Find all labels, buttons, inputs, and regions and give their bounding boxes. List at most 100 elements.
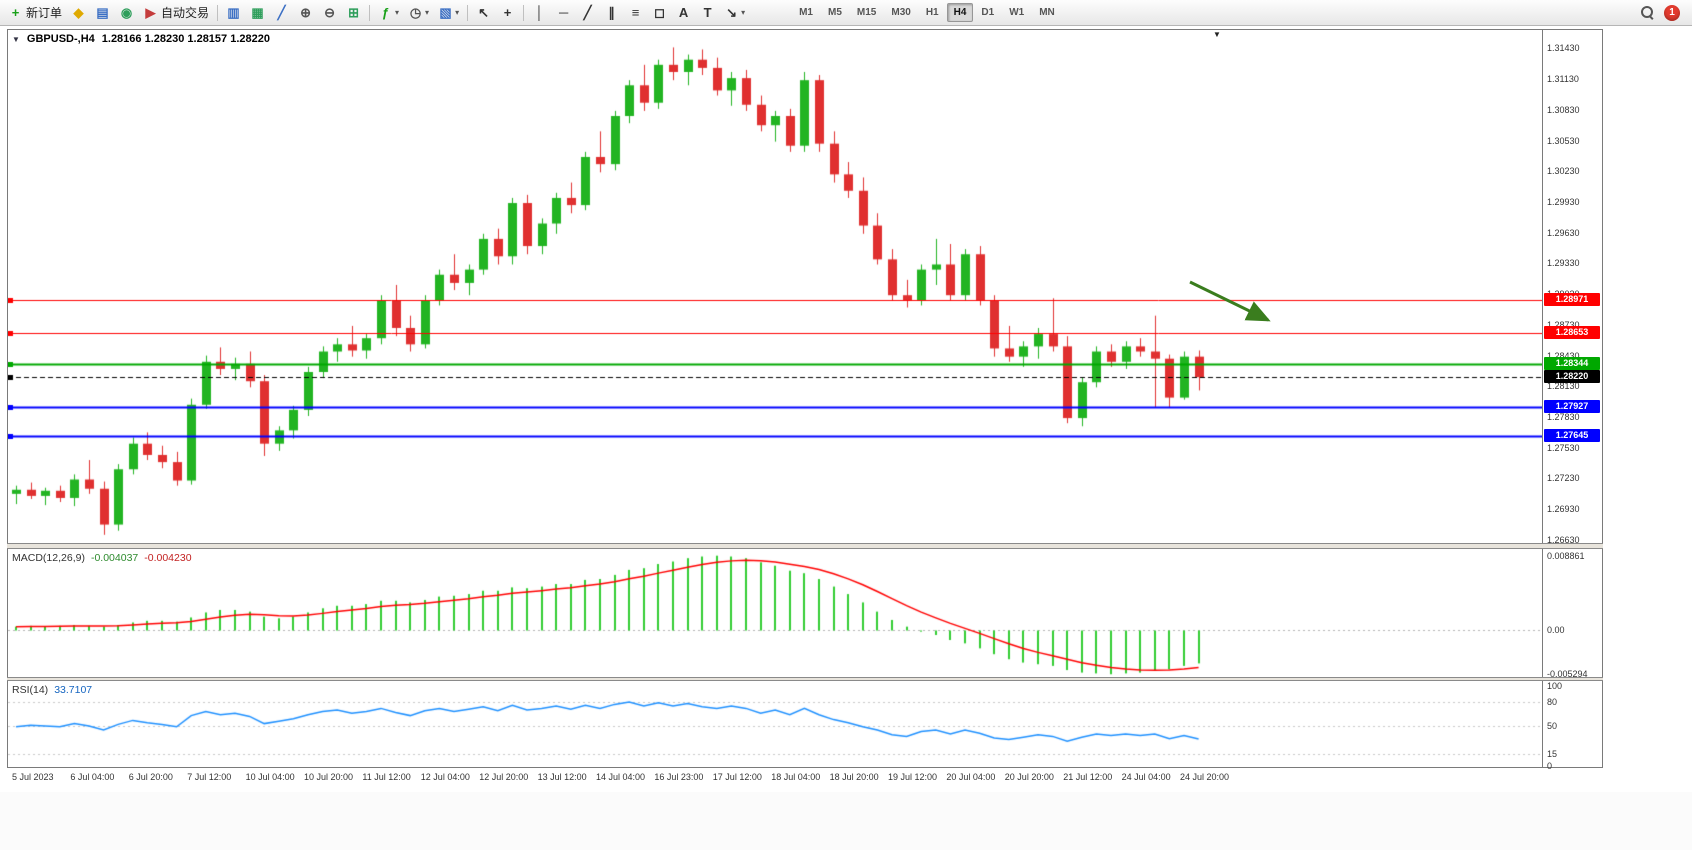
auto-trading-button-label: 自动交易 <box>161 6 210 20</box>
ohlc-readout: 1.28166 1.28230 1.28157 1.28220 <box>101 33 270 45</box>
zoom-in-icon: ⊕ <box>300 4 311 20</box>
arrows-icon: ↘ <box>726 4 738 20</box>
channel-button[interactable]: ∥ <box>600 3 623 23</box>
zoom-out-button[interactable]: ⊖ <box>318 3 341 23</box>
arrows-button[interactable]: ↘ ▾ <box>720 3 749 23</box>
auto-trading-icon: ▶ <box>145 4 156 20</box>
label-button[interactable]: T <box>696 3 719 23</box>
new-order-button[interactable]: + 新订单 <box>4 3 66 23</box>
price-axis-label: 1.28130 <box>1547 381 1580 392</box>
tile-windows-icon: ⊞ <box>348 4 359 20</box>
zoom-out-icon: ⊖ <box>324 4 335 20</box>
time-axis-label: 18 Jul 20:00 <box>829 772 879 782</box>
line-chart-icon: ╱ <box>277 4 286 20</box>
macd-main-value: -0.004037 <box>90 552 139 564</box>
line-chart-button[interactable]: ╱ <box>270 3 293 23</box>
chart-title: ▼ GBPUSD-,H4 1.28166 1.28230 1.28157 1.2… <box>12 33 270 45</box>
price-axis-label: 1.30830 <box>1547 104 1580 115</box>
price-axis-label: 1.30530 <box>1547 135 1580 146</box>
notifications-badge[interactable]: 1 <box>1664 4 1680 21</box>
trendline-icon: ╱ <box>583 4 592 20</box>
trendline-button[interactable]: ╱ <box>576 3 599 23</box>
vertical-line-icon: │ <box>535 4 544 20</box>
cursor-button[interactable]: ↖ <box>472 3 495 23</box>
text-button[interactable]: A <box>672 3 695 23</box>
timeframe-m15[interactable]: M15 <box>850 3 883 22</box>
search-icon[interactable] <box>1641 6 1654 20</box>
bottom-strip <box>0 792 1692 850</box>
dropdown-caret-icon[interactable]: ▾ <box>741 8 746 17</box>
price-axis-label: 1.28430 <box>1547 350 1580 361</box>
price-axis-label: 1.29930 <box>1547 197 1580 208</box>
data-window-button[interactable]: ▤ <box>91 3 114 23</box>
indicators-icon: ƒ <box>381 4 390 20</box>
auto-trading-button[interactable]: ▶ 自动交易 <box>139 3 213 23</box>
time-axis-label: 12 Jul 04:00 <box>420 772 470 782</box>
time-axis-label: 14 Jul 04:00 <box>596 772 646 782</box>
templates-button[interactable]: ▧ ▾ <box>434 3 463 23</box>
candlestick-chart-icon: ▦ <box>251 4 264 20</box>
periods-button[interactable]: ◷ ▾ <box>404 3 433 23</box>
current-price-price-label: 1.28220 <box>1544 370 1600 384</box>
timeframe-w1[interactable]: W1 <box>1002 3 1031 22</box>
time-axis-label: 10 Jul 20:00 <box>304 772 354 782</box>
candlestick-chart-button[interactable]: ▦ <box>246 3 269 23</box>
main-chart-canvas[interactable] <box>8 30 1542 543</box>
price-axis-label: 1.27830 <box>1547 412 1580 423</box>
timeframe-h1[interactable]: H1 <box>919 3 946 22</box>
market-watch-icon: ◆ <box>73 4 84 20</box>
dropdown-caret-icon[interactable]: ▾ <box>395 8 400 17</box>
new-order-button-label: 新订单 <box>26 6 63 20</box>
crosshair-icon: + <box>503 4 512 20</box>
resistance-line-2-price-label: 1.28653 <box>1544 325 1600 339</box>
bar-chart-button[interactable]: ▥ <box>222 3 245 23</box>
resistance-line-1-price-label: 1.28971 <box>1544 293 1600 307</box>
cursor-icon: ↖ <box>478 4 490 20</box>
time-axis-label: 11 Jul 12:00 <box>362 772 411 782</box>
macd-signal-value: -0.004230 <box>144 552 192 564</box>
one-click-trading-toggle[interactable]: ▼ <box>12 34 20 44</box>
tile-windows-button[interactable]: ⊞ <box>342 3 365 23</box>
market-watch-button[interactable]: ◆ <box>67 3 90 23</box>
macd-panel-canvas[interactable] <box>8 549 1542 677</box>
crosshair-button[interactable]: + <box>496 3 519 23</box>
rsi-panel-canvas[interactable] <box>8 681 1542 767</box>
macd-axis-label: -0.005294 <box>1547 669 1588 680</box>
zoom-in-button[interactable]: ⊕ <box>294 3 317 23</box>
indicators-button[interactable]: ƒ ▾ <box>374 3 403 23</box>
arrow-annotation[interactable] <box>1183 270 1283 330</box>
time-axis-label: 5 Jul 2023 <box>12 772 54 782</box>
price-axis-label: 1.30230 <box>1547 166 1580 177</box>
timeframe-mn[interactable]: MN <box>1032 3 1062 22</box>
macd-axis-label: 0.008861 <box>1547 551 1585 561</box>
pivot-line-price-label: 1.28344 <box>1544 357 1600 371</box>
navigator-button[interactable]: ◉ <box>115 3 138 23</box>
price-axis-label: 1.29630 <box>1547 227 1580 238</box>
timeframe-m30[interactable]: M30 <box>884 3 917 22</box>
price-axis-label: 1.27230 <box>1547 473 1580 484</box>
timeframe-h4[interactable]: H4 <box>946 3 974 22</box>
toolbar-right-group: 1 <box>1641 4 1688 21</box>
timeframe-d1[interactable]: D1 <box>974 3 1001 22</box>
fibonacci-button[interactable]: ≡ <box>624 3 647 23</box>
timeframe-m5[interactable]: M5 <box>821 3 849 22</box>
chart-shift-marker[interactable]: ▼ <box>1213 30 1221 39</box>
toolbar-separator <box>369 4 371 21</box>
macd-panel-resize-handle[interactable] <box>7 543 1603 549</box>
rsi-panel-resize-handle[interactable] <box>7 677 1603 681</box>
time-axis-label: 7 Jul 12:00 <box>187 772 232 782</box>
vertical-line-button[interactable]: │ <box>528 3 551 23</box>
horizontal-line-button[interactable]: ─ <box>552 3 575 23</box>
dropdown-caret-icon[interactable]: ▾ <box>425 8 430 17</box>
dropdown-caret-icon[interactable]: ▾ <box>455 8 460 17</box>
timeframe-m1[interactable]: M1 <box>792 3 820 22</box>
price-axis-label: 1.31430 <box>1547 43 1580 54</box>
templates-icon: ▧ <box>439 4 452 20</box>
toolbar-separator <box>467 4 469 21</box>
rsi-axis-label: 80 <box>1547 697 1558 707</box>
price-axis-label: 1.26930 <box>1547 504 1580 515</box>
time-axis-label: 19 Jul 12:00 <box>888 772 938 782</box>
time-axis-label: 18 Jul 04:00 <box>771 772 821 782</box>
shapes-button[interactable]: ◻ <box>648 3 671 23</box>
